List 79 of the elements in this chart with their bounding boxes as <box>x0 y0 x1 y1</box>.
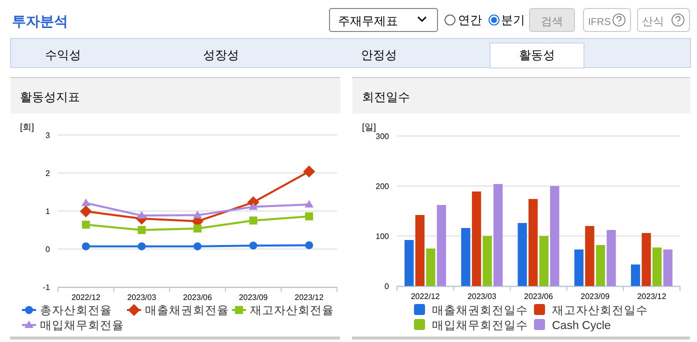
x-tick-label: 2023/03 <box>467 292 497 301</box>
point <box>305 241 314 250</box>
point <box>303 165 316 178</box>
text: 성장성 <box>203 48 239 62</box>
y-tick-label: 0 <box>46 245 51 254</box>
legend-label: 매출채권회전일수 <box>432 304 528 317</box>
bar <box>596 245 606 286</box>
bar <box>461 228 470 286</box>
legend-label: 재고자산회전일수 <box>552 305 648 317</box>
x-tick-label: 2023/12 <box>294 293 324 302</box>
x-tick-label: 2022/12 <box>410 292 440 301</box>
chart-title: 회전일수 <box>362 90 410 104</box>
y-axis-title: [회] <box>20 122 34 132</box>
legend-label: 매출채권회전율 <box>145 304 229 317</box>
text: 주재무제표 <box>338 14 398 28</box>
point <box>138 226 146 234</box>
text: 활동성 <box>519 48 555 62</box>
bar <box>550 186 560 286</box>
bar <box>415 215 424 286</box>
point <box>82 242 90 250</box>
y-tick-label: 300 <box>376 132 390 141</box>
bar <box>642 233 651 286</box>
point <box>80 205 92 218</box>
point <box>137 211 146 219</box>
legend-label: 재고자산회전율 <box>250 305 334 317</box>
legend-label: 매입채무회전율 <box>40 320 124 332</box>
y-tick-label: 0 <box>384 282 390 291</box>
y-tick-label: 1 <box>46 207 51 216</box>
bar <box>518 223 527 286</box>
x-tick-label: 2023/06 <box>183 293 213 302</box>
bar <box>426 248 436 286</box>
x-tick-label: 2023/03 <box>127 293 157 302</box>
bar <box>482 236 492 286</box>
point <box>138 242 146 250</box>
point <box>304 200 314 208</box>
bar <box>574 250 584 286</box>
point <box>249 216 258 224</box>
bar <box>404 240 414 286</box>
y-tick-label: -1 <box>42 283 51 292</box>
bar <box>528 199 538 286</box>
bar <box>472 192 482 286</box>
legend-label: Cash Cycle <box>552 320 611 332</box>
text: 검색 <box>541 16 563 28</box>
x-tick-label: 2023/09 <box>580 292 610 301</box>
bar <box>606 230 616 286</box>
text: 연간 <box>458 13 482 27</box>
point <box>305 212 314 220</box>
chart-title: 활동성지표 <box>20 90 80 104</box>
x-tick-label: 2023/06 <box>524 292 554 301</box>
x-tick-label: 2023/12 <box>637 292 667 301</box>
y-tick-label: 200 <box>376 182 390 191</box>
text: 투자분석 <box>12 13 68 29</box>
bar <box>630 264 640 286</box>
bar <box>493 184 503 286</box>
point <box>81 198 90 206</box>
point <box>194 242 202 250</box>
point <box>248 202 258 210</box>
y-tick-label: 2 <box>46 169 51 178</box>
x-tick-label: 2023/09 <box>238 293 268 302</box>
x-tick-label: 2022/12 <box>71 293 101 302</box>
point <box>82 220 90 229</box>
legend-label: 매입채무회전일수 <box>432 320 528 332</box>
y-tick-label: 3 <box>46 131 51 140</box>
bar <box>652 248 662 286</box>
legend-label: 총자산회전율 <box>40 304 112 317</box>
point <box>193 210 202 218</box>
bar <box>436 205 446 286</box>
text: IFRS <box>588 17 612 28</box>
y-axis-title: [일] <box>362 122 376 132</box>
text: 수익성 <box>45 48 81 62</box>
point <box>249 242 258 250</box>
point <box>194 224 202 232</box>
bar <box>539 236 548 286</box>
text: 산식 <box>642 16 664 28</box>
text: 분기 <box>501 13 525 27</box>
y-tick-label: 100 <box>376 232 390 241</box>
text: 안정성 <box>361 48 397 62</box>
bar <box>663 250 672 286</box>
bar <box>585 226 594 286</box>
